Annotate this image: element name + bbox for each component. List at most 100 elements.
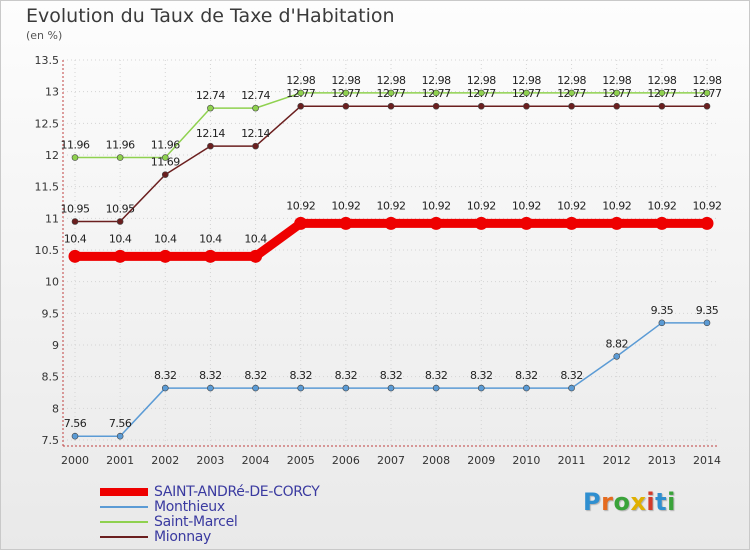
data-label: 10.92 <box>512 199 541 212</box>
data-label: 11.96 <box>151 139 180 152</box>
data-point <box>71 154 79 161</box>
data-label: 12.98 <box>647 74 676 87</box>
data-label: 10.92 <box>602 199 631 212</box>
data-point <box>203 249 217 263</box>
x-tick-label: 2008 <box>422 454 450 467</box>
legend-swatch <box>100 506 148 508</box>
data-label: 11.96 <box>61 139 90 152</box>
data-point <box>703 89 711 97</box>
data-label: 8.32 <box>154 369 177 382</box>
data-point <box>519 216 533 230</box>
data-label: 12.14 <box>196 127 225 140</box>
x-tick-label: 2012 <box>603 454 631 467</box>
data-point <box>523 384 530 392</box>
x-tick-label: 2001 <box>106 454 134 467</box>
data-point <box>658 89 666 97</box>
legend-item-saint-marcel: Saint-Marcel <box>100 514 238 530</box>
data-point <box>339 216 353 230</box>
data-label: 8.32 <box>199 369 222 382</box>
y-tick-label: 12.5 <box>35 117 60 130</box>
data-point <box>71 432 79 440</box>
y-tick-label: 13.5 <box>35 54 60 67</box>
y-tick-label: 13 <box>45 86 59 99</box>
data-point <box>565 216 579 230</box>
y-tick-label: 7.5 <box>42 434 60 447</box>
data-label: 10.4 <box>244 232 267 245</box>
logo-letter: o <box>613 488 631 516</box>
x-tick-label: 2009 <box>467 454 495 467</box>
legend-label: Monthieux <box>154 499 225 515</box>
data-label: 12.98 <box>331 74 360 87</box>
logo-letter: P <box>583 488 602 516</box>
data-point <box>252 384 259 392</box>
data-point <box>568 102 575 110</box>
data-label: 10.92 <box>693 199 722 212</box>
data-point <box>294 216 308 230</box>
logo-letter: i <box>646 488 656 516</box>
data-point <box>297 89 305 97</box>
x-tick-label: 2007 <box>377 454 405 467</box>
data-label: 12.77 <box>602 87 631 100</box>
logo-letter: i <box>667 488 676 516</box>
y-tick-label: 12 <box>45 149 59 162</box>
x-tick-label: 2011 <box>558 454 586 467</box>
legend-label: Saint-Marcel <box>154 514 238 530</box>
data-label: 11.96 <box>106 139 135 152</box>
data-point <box>116 432 124 440</box>
y-tick-label: 11.5 <box>35 181 60 194</box>
data-label: 12.98 <box>422 74 451 87</box>
data-label: 12.98 <box>377 74 406 87</box>
data-label: 10.4 <box>64 232 87 245</box>
data-point <box>71 218 79 225</box>
data-label: 12.14 <box>241 127 270 140</box>
chart-title: Evolution du Taux de Taxe d'Habitation <box>26 5 395 27</box>
data-point <box>387 102 395 110</box>
legend: SAINT-ANDRé-DE-CORCY Monthieux Saint-Mar… <box>100 484 420 545</box>
data-label: 11.69 <box>151 156 180 169</box>
data-label: 8.32 <box>335 369 358 382</box>
data-point <box>429 216 443 230</box>
data-label: 12.77 <box>422 87 451 100</box>
data-label: 12.77 <box>693 87 722 100</box>
data-label: 8.32 <box>289 369 312 382</box>
data-point <box>297 384 305 392</box>
data-point <box>207 384 214 392</box>
data-label: 7.56 <box>109 417 132 430</box>
data-point <box>161 384 169 392</box>
data-label: 8.32 <box>560 369 583 382</box>
data-point <box>252 104 259 112</box>
legend-label: SAINT-ANDRé-DE-CORCY <box>154 484 320 500</box>
data-point <box>700 216 714 230</box>
x-tick-label: 2006 <box>332 454 360 467</box>
data-point <box>158 249 172 263</box>
data-label: 10.92 <box>557 199 586 212</box>
y-tick-label: 9.5 <box>42 307 60 320</box>
data-label: 7.56 <box>64 417 87 430</box>
data-label: 12.98 <box>557 74 586 87</box>
x-tick-label: 2000 <box>61 454 89 467</box>
data-point <box>161 154 169 161</box>
logo-letter: t <box>655 488 668 516</box>
data-labels: 11.96 11.96 11.96 12.74 12.74 12.98 12.98 12.98… <box>61 74 723 430</box>
data-label: 12.98 <box>286 74 315 87</box>
data-label: 9.35 <box>651 304 674 317</box>
data-point <box>610 216 624 230</box>
data-point <box>113 249 127 263</box>
data-label: 12.77 <box>286 87 315 100</box>
data-label: 8.32 <box>515 369 538 382</box>
data-label: 10.92 <box>422 199 451 212</box>
data-point <box>613 353 621 360</box>
data-label: 12.98 <box>467 74 496 87</box>
data-label: 10.95 <box>106 203 135 216</box>
data-point <box>249 249 263 263</box>
data-label: 10.92 <box>331 199 360 212</box>
data-point <box>477 89 485 97</box>
proxiti-logo: Proxiti <box>583 488 676 516</box>
y-tick-label: 10 <box>45 276 59 289</box>
data-label: 12.98 <box>693 74 722 87</box>
y-tick-label: 11 <box>45 212 59 225</box>
data-label: 12.74 <box>196 89 225 102</box>
legend-item-mionnay: Mionnay <box>100 529 211 545</box>
data-point <box>207 104 214 112</box>
data-point <box>432 102 440 110</box>
